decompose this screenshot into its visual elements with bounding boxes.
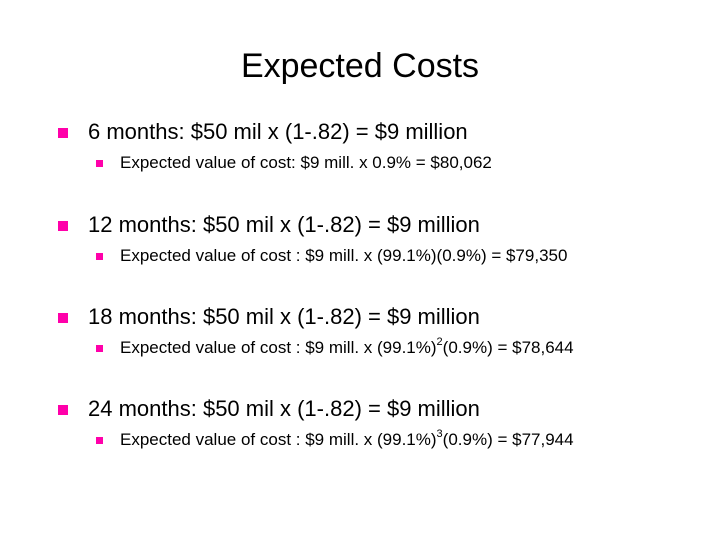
sub-bullet-12-months: Expected value of cost : $9 mill. x (99.…: [120, 246, 568, 265]
exponent: 2: [436, 336, 443, 349]
bullet-main-6-months: 6 months: $50 mil x (1-.82) = $9 million: [88, 119, 468, 144]
sub-bullet-square-icon: [96, 253, 103, 260]
sub-bullet-24-months-result: (0.9%) = $77,944: [442, 430, 574, 449]
sub-bullet-square-icon: [96, 345, 103, 352]
bullet-square-icon: [58, 405, 68, 415]
bullet-main-24-months: 24 months: $50 mil x (1-.82) = $9 millio…: [88, 396, 480, 421]
slide-title: Expected Costs: [240, 47, 480, 85]
sub-bullet-18-months: Expected value of cost : $9 mill. x (99.…: [120, 336, 574, 358]
bullet-square-icon: [58, 128, 68, 138]
sub-bullet-24-months: Expected value of cost : $9 mill. x (99.…: [120, 428, 574, 450]
bullet-square-icon: [58, 221, 68, 231]
bullet-square-icon: [58, 313, 68, 323]
sub-bullet-18-months-text: Expected value of cost : $9 mill. x (99.…: [120, 338, 437, 357]
bullet-main-12-months: 12 months: $50 mil x (1-.82) = $9 millio…: [88, 212, 480, 237]
exponent: 3: [436, 428, 443, 441]
bullet-main-18-months: 18 months: $50 mil x (1-.82) = $9 millio…: [88, 304, 480, 329]
sub-bullet-18-months-result: (0.9%) = $78,644: [442, 338, 574, 357]
sub-bullet-square-icon: [96, 437, 103, 444]
sub-bullet-6-months: Expected value of cost: $9 mill. x 0.9% …: [120, 153, 492, 172]
sub-bullet-square-icon: [96, 160, 103, 167]
sub-bullet-24-months-text: Expected value of cost : $9 mill. x (99.…: [120, 430, 437, 449]
